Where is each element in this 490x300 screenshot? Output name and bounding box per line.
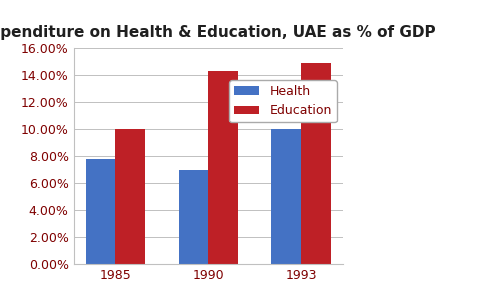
Bar <box>178 169 208 264</box>
Title: Expenditure on Health & Education, UAE as % of GDP: Expenditure on Health & Education, UAE a… <box>0 25 436 40</box>
Bar <box>271 129 301 264</box>
Legend: Health, Education: Health, Education <box>229 80 337 122</box>
Bar <box>86 159 116 264</box>
Bar <box>301 63 331 264</box>
Bar <box>116 129 145 264</box>
Bar <box>208 71 238 264</box>
